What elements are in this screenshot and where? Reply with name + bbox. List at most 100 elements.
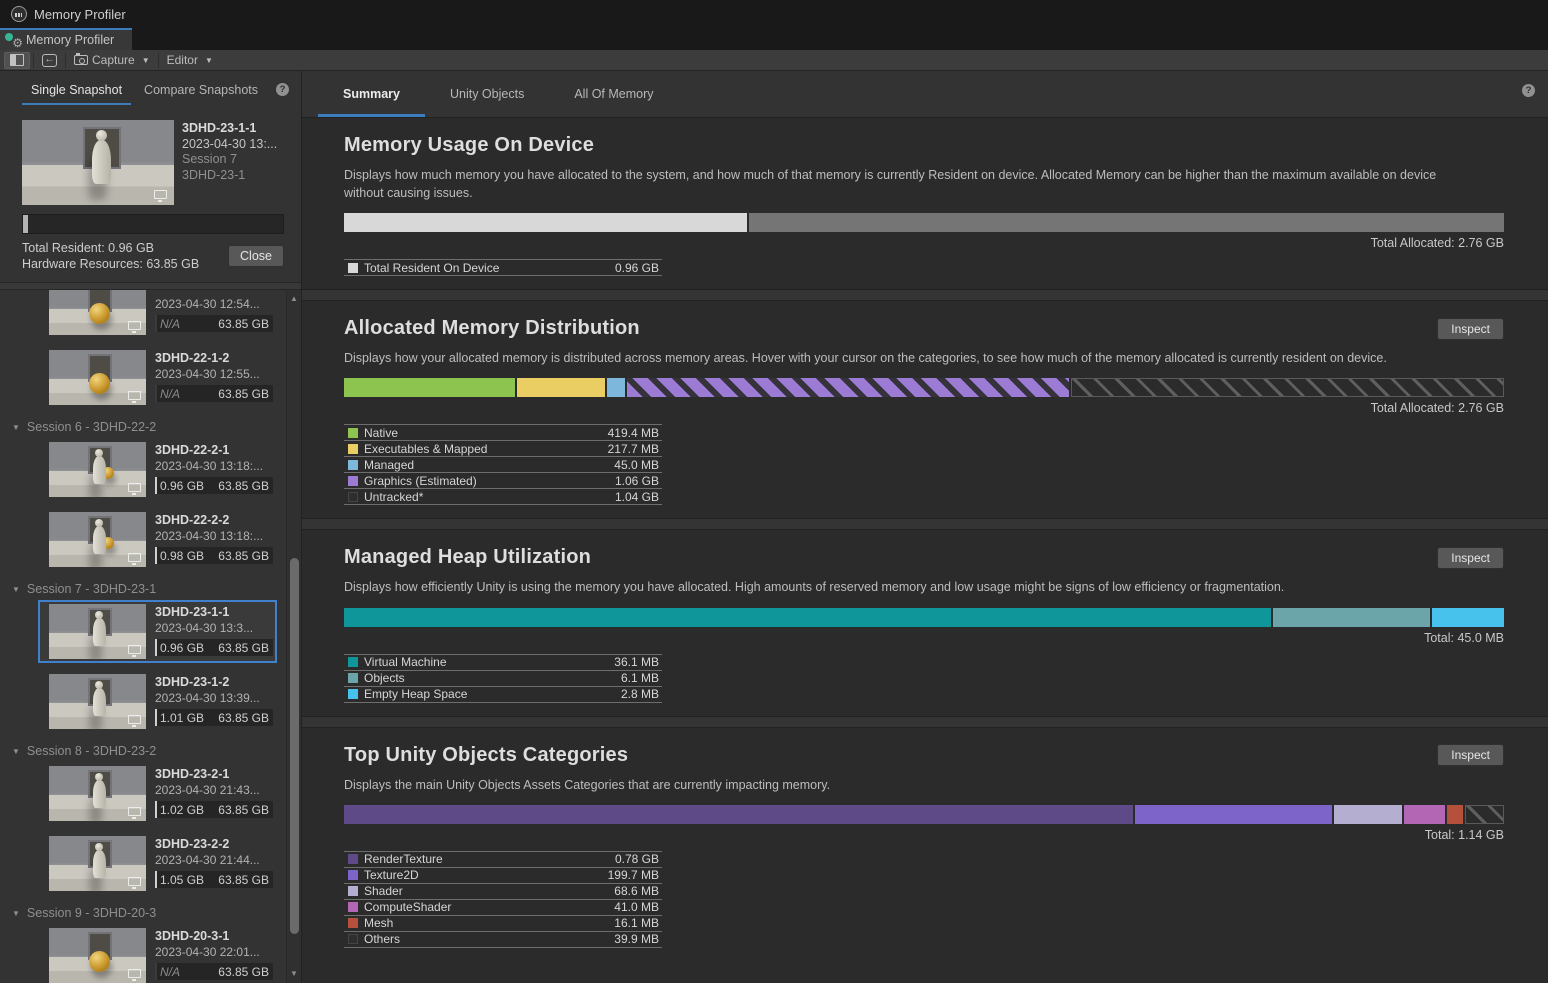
bar-segment[interactable] — [748, 213, 1504, 233]
open-snapshot-session: Session 7 — [182, 152, 237, 166]
legend-swatch — [348, 673, 358, 683]
monitor-icon — [128, 877, 141, 889]
legend-row[interactable]: ComputeShader 41.0 MB — [344, 900, 662, 916]
legend-row[interactable]: Others 39.9 MB — [344, 932, 662, 948]
bar-segment[interactable] — [1432, 607, 1504, 627]
snapshot-list-item[interactable]: 3DHD-23-1-2 2023-04-30 13:39... 1.01 GB … — [38, 670, 277, 733]
resident-minibar — [155, 385, 157, 402]
bar-total-label: Total Allocated: 2.76 GB — [1370, 401, 1504, 416]
legend-row[interactable]: Objects 6.1 MB — [344, 671, 662, 687]
bar-segment[interactable] — [607, 378, 626, 398]
snapshot-list-item[interactable]: 2023-04-30 12:54... N/A 63.85 GB — [38, 290, 277, 339]
legend-label: Total Resident On Device — [364, 260, 500, 275]
snapshot-list-item[interactable]: 3DHD-22-1-2 2023-04-30 12:55... N/A 63.8… — [38, 346, 277, 409]
legend-row[interactable]: Executables & Mapped 217.7 MB — [344, 441, 662, 458]
legend-row[interactable]: RenderTexture 0.78 GB — [344, 852, 662, 868]
snapshot-list-item[interactable]: 3DHD-23-2-2 2023-04-30 21:44... 1.05 GB … — [38, 832, 277, 895]
snapshot-list-item[interactable]: 3DHD-23-1-1 2023-04-30 13:3... 0.96 GB 6… — [38, 600, 277, 663]
section-title: Allocated Memory Distribution — [344, 317, 640, 340]
help-icon[interactable]: ? — [1522, 84, 1535, 97]
snapshot-thumbnail — [49, 442, 146, 497]
snapshot-name: 3DHD-22-1-2 — [155, 351, 230, 365]
legend-row[interactable]: Graphics (Estimated) 1.06 GB — [344, 473, 662, 490]
tab-single-snapshot[interactable]: Single Snapshot — [22, 74, 132, 108]
session-label: Session 8 - 3DHD-23-2 — [26, 744, 157, 758]
snapshot-list-item[interactable]: 3DHD-22-2-2 2023-04-30 13:18:... 0.98 GB… — [38, 508, 277, 571]
scrollbar-thumb[interactable] — [290, 558, 299, 934]
legend-row[interactable]: Managed 45.0 MB — [344, 457, 662, 474]
list-scrollbar[interactable]: ▲ ▼ — [286, 290, 301, 983]
sidebar-tabs: Single Snapshot Compare Snapshots ? — [0, 71, 301, 110]
back-button[interactable]: ← — [37, 52, 62, 69]
bar-segment[interactable] — [344, 378, 515, 398]
legend-row[interactable]: Texture2D 199.7 MB — [344, 868, 662, 884]
bar-segment[interactable] — [627, 378, 1069, 398]
session-group-header[interactable]: ▼ Session 6 - 3DHD-22-2 — [0, 416, 286, 438]
inspect-button[interactable]: Inspect — [1437, 317, 1504, 340]
legend-row[interactable]: Mesh 16.1 MB — [344, 916, 662, 932]
session-group-header[interactable]: ▼ Session 9 - 3DHD-20-3 — [0, 902, 286, 924]
tab-all-of-memory[interactable]: All Of Memory — [574, 87, 654, 101]
monitor-icon — [128, 553, 141, 565]
snapshot-resident-value: N/A — [160, 316, 181, 331]
session-label: Session 6 - 3DHD-22-2 — [26, 420, 157, 434]
snapshot-date: 2023-04-30 13:39... — [155, 691, 260, 705]
sidebar-splitter[interactable] — [0, 282, 301, 290]
legend-row[interactable]: Empty Heap Space 2.8 MB — [344, 687, 662, 703]
inspect-button[interactable]: Inspect — [1437, 546, 1504, 569]
bar-segment[interactable] — [344, 607, 1272, 627]
bar-segment[interactable] — [344, 213, 747, 233]
snapshot-list-item[interactable]: 3DHD-23-2-1 2023-04-30 21:43... 1.02 GB … — [38, 762, 277, 825]
window-title: Memory Profiler — [34, 6, 126, 22]
tab-unity-objects[interactable]: Unity Objects — [449, 87, 525, 101]
session-group-header[interactable]: ▼ Session 8 - 3DHD-23-2 — [0, 740, 286, 762]
section-description: Displays how much memory you have alloca… — [344, 168, 1437, 201]
bar-total-label: Total: 1.14 GB — [1424, 827, 1504, 842]
legend-row[interactable]: Untracked* 1.04 GB — [344, 489, 662, 506]
legend-value: 45.0 MB — [614, 457, 659, 472]
section-title: Managed Heap Utilization — [344, 546, 592, 569]
legend-row[interactable]: Native 419.4 MB — [344, 425, 662, 442]
main-tabs: Summary Unity Objects All Of Memory ? — [302, 71, 1548, 118]
toggle-details-panel-button[interactable] — [4, 51, 30, 69]
legend-value: 199.7 MB — [607, 868, 659, 883]
bar-segment[interactable] — [1070, 378, 1504, 398]
bar-segment[interactable] — [1334, 804, 1403, 824]
snapshot-list-item[interactable]: 3DHD-22-2-1 2023-04-30 13:18:... 0.96 GB… — [38, 438, 277, 501]
scroll-up-icon[interactable]: ▲ — [290, 294, 298, 303]
monitor-icon — [128, 391, 141, 403]
resident-minibar — [155, 801, 157, 818]
bar-total-label: Total Allocated: 2.76 GB — [1370, 236, 1504, 251]
bar-segment[interactable] — [1135, 804, 1333, 824]
session-group-header[interactable]: ▼ Session 7 - 3DHD-23-1 — [0, 578, 286, 600]
legend-label: Graphics (Estimated) — [364, 473, 477, 488]
snapshot-resident-value: 0.98 GB — [160, 548, 205, 563]
scroll-down-icon[interactable]: ▼ — [290, 969, 298, 978]
capture-button[interactable]: Capture ▼ — [69, 52, 155, 69]
tab-summary[interactable]: Summary — [318, 71, 425, 117]
snapshot-list-item[interactable]: 3DHD-20-3-1 2023-04-30 22:01... N/A 63.8… — [38, 924, 277, 983]
snapshot-name — [155, 290, 273, 297]
editor-dropdown[interactable]: Editor ▼ — [166, 53, 213, 67]
bar-segment[interactable] — [1464, 804, 1504, 824]
bar-segment[interactable] — [344, 804, 1134, 824]
inspect-button[interactable]: Inspect — [1437, 744, 1504, 766]
close-button[interactable]: Close — [228, 245, 284, 267]
legend-table: RenderTexture 0.78 GB Texture2D 199.7 MB Sha… — [344, 850, 662, 948]
bar-segment[interactable] — [1446, 804, 1463, 824]
help-icon[interactable]: ? — [276, 83, 289, 96]
legend-row[interactable]: Total Resident On Device 0.96 GB — [344, 260, 662, 277]
bar-segment[interactable] — [1273, 607, 1431, 627]
memory-profiler-tab[interactable]: ⚙ Memory Profiler — [0, 28, 132, 50]
legend-label: Managed — [364, 457, 415, 472]
summary-section: Allocated Memory Distribution Inspect Di… — [302, 301, 1548, 518]
tab-compare-snapshots[interactable]: Compare Snapshots — [144, 82, 258, 97]
legend-label: Virtual Machine — [364, 655, 447, 669]
bar-segment[interactable] — [1404, 804, 1445, 824]
legend-row[interactable]: Virtual Machine 36.1 MB — [344, 655, 662, 671]
snapshot-memory-values: 0.96 GB 63.85 GB — [155, 477, 273, 494]
legend-row[interactable]: Shader 68.6 MB — [344, 884, 662, 900]
section-description: Displays how your allocated memory is di… — [344, 351, 1387, 366]
snapshot-memory-values: N/A 63.85 GB — [155, 315, 273, 332]
bar-segment[interactable] — [516, 378, 606, 398]
